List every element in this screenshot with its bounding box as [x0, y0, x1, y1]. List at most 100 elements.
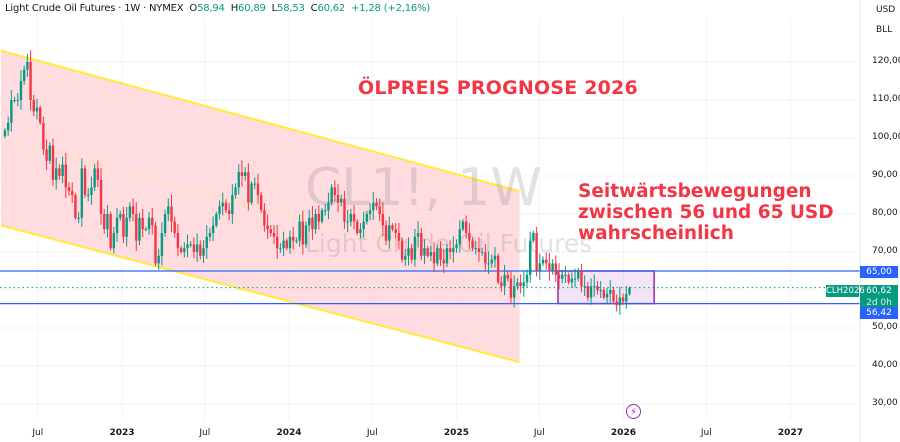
candle-body: [87, 195, 90, 196]
candle-body: [115, 217, 119, 233]
candle-body: [525, 274, 529, 283]
candle-body: [458, 229, 461, 245]
candle-body: [448, 248, 452, 252]
candle-body: [349, 214, 353, 222]
candle-body: [83, 168, 87, 195]
candle-body: [205, 236, 208, 249]
time-tick-label: Jul: [700, 428, 712, 438]
candle-body: [38, 107, 42, 123]
candle-body: [561, 274, 564, 279]
candle-body: [67, 187, 71, 192]
candle-body: [135, 214, 138, 241]
candle-body: [381, 214, 385, 226]
candle-body: [503, 274, 506, 287]
candle-body: [109, 214, 112, 249]
candle-body: [19, 81, 23, 100]
candle-body: [163, 214, 167, 233]
candle-body: [51, 145, 55, 180]
candle-body: [493, 255, 497, 260]
candle-body: [580, 271, 583, 287]
candle-body: [509, 278, 513, 298]
candle-body: [13, 100, 16, 101]
currency-label[interactable]: USD: [876, 5, 896, 15]
annotation-title[interactable]: ÖLPREIS PROGNOSE 2026: [358, 77, 638, 99]
candle-body: [394, 229, 397, 233]
candle-body: [368, 210, 372, 214]
bar-countdown: 2d 0h: [866, 298, 892, 308]
candle-body: [362, 221, 365, 230]
candle-body: [237, 172, 240, 188]
candle-body: [365, 214, 369, 222]
watermark-ticker: CL1!, 1W: [305, 158, 542, 218]
candle-body: [474, 248, 477, 250]
candle-body: [586, 286, 590, 298]
candle-body: [445, 248, 449, 264]
candle-body: [596, 286, 599, 290]
candle-body: [208, 233, 212, 237]
candle-body: [106, 214, 109, 230]
candle-body: [496, 255, 500, 283]
time-tick-label: 2025: [443, 428, 469, 438]
candle-body: [90, 187, 93, 195]
candle-body: [548, 263, 551, 271]
candle-body: [436, 248, 439, 264]
candle-body: [618, 297, 622, 306]
candle-body: [545, 259, 548, 264]
candle-body: [464, 221, 468, 233]
candle-body: [186, 244, 189, 249]
candle-body: [32, 100, 35, 112]
candle-body: [112, 233, 116, 249]
candle-body: [327, 202, 330, 211]
candle-body: [45, 149, 48, 161]
candle-body: [269, 229, 272, 233]
candle-body: [103, 214, 106, 230]
candle-body: [282, 240, 285, 249]
candle-body: [16, 100, 19, 101]
price-tick-label: 90,00: [872, 170, 898, 180]
time-tick-label: 2023: [109, 428, 135, 438]
unit-label[interactable]: BLL: [876, 25, 893, 35]
time-tick-label: Jul: [199, 428, 211, 438]
candle-body: [298, 221, 301, 241]
last-price-badge: 60,62 2d 0h: [860, 285, 898, 309]
candle-body: [516, 282, 519, 287]
candle-body: [506, 274, 509, 279]
candle-body: [359, 229, 362, 233]
price-tick-label: 110,00: [872, 94, 900, 104]
time-tick-label: 2027: [777, 428, 803, 438]
range-box: [557, 270, 655, 305]
candle-body: [179, 248, 183, 252]
price-tick-label: 40,00: [872, 360, 898, 370]
candle-body: [279, 248, 282, 250]
lightning-event-icon[interactable]: ⚡︎: [626, 404, 641, 419]
candle-body: [599, 290, 602, 291]
candle-body: [314, 214, 317, 230]
candle-body: [147, 217, 151, 230]
candle-body: [253, 183, 256, 185]
candle-body: [333, 187, 337, 195]
annotation-note[interactable]: Seitwärtsbewegungen zwischen 56 und 65 U…: [578, 181, 834, 244]
candle-body: [144, 229, 148, 231]
candle-body: [340, 198, 343, 203]
candle-body: [324, 210, 327, 212]
candle-body: [615, 301, 618, 306]
high-value: H60,89: [230, 3, 266, 14]
candle-body: [410, 248, 413, 260]
low-value: L58,53: [271, 3, 305, 14]
candle-body: [295, 240, 298, 242]
candle-body: [199, 244, 202, 256]
candle-body: [176, 233, 180, 249]
price-tick-label: 30,00: [872, 398, 898, 408]
candle-body: [535, 233, 538, 271]
candle-body: [125, 217, 128, 237]
candle-body: [96, 168, 100, 180]
candle-body: [416, 233, 420, 237]
candle-body: [128, 206, 132, 218]
candle-body: [570, 278, 574, 283]
candle-body: [621, 297, 625, 302]
candle-body: [211, 225, 215, 233]
candle-body: [122, 214, 125, 237]
candle-body: [461, 221, 465, 230]
level-badge-lower: 56,42: [860, 307, 898, 319]
